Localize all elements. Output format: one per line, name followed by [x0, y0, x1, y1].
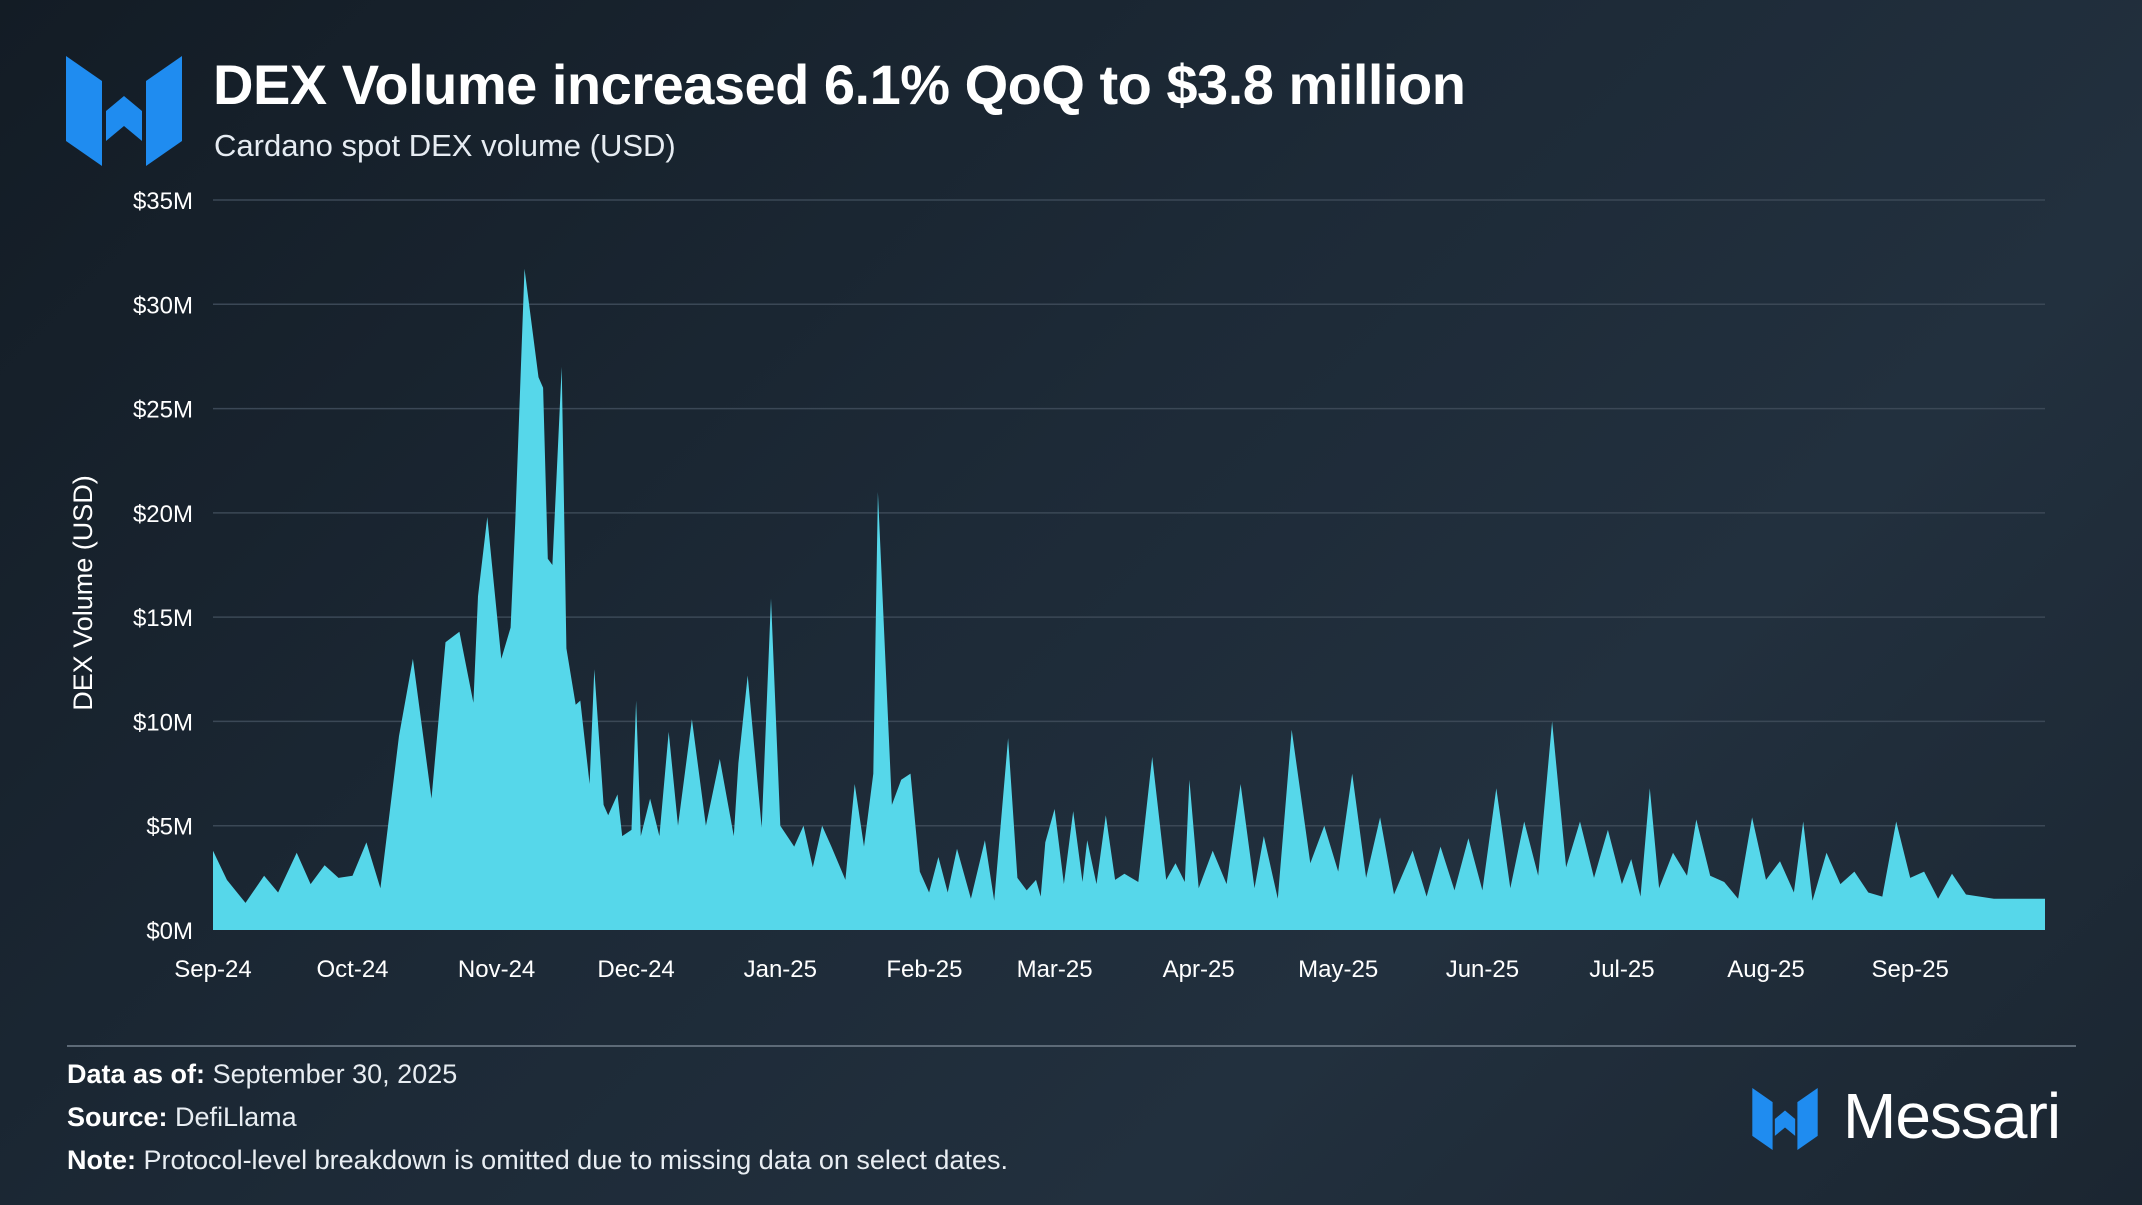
x-tick-label: Apr-25: [1163, 956, 1235, 983]
y-tick-label: $20M: [133, 501, 193, 528]
source-line: Source: DefiLlama: [67, 1102, 297, 1133]
y-tick-label: $35M: [133, 188, 193, 215]
x-tick-label: Jan-25: [744, 956, 817, 983]
chart-subtitle: Cardano spot DEX volume (USD): [214, 128, 676, 163]
y-axis-tick-labels: $0M $5M $10M $15M $20M $25M $30M $35M: [133, 188, 193, 945]
x-tick-label: Jun-25: [1446, 956, 1519, 983]
x-tick-label: Feb-25: [886, 956, 962, 983]
x-tick-label: Mar-25: [1017, 956, 1093, 983]
x-tick-label: Oct-24: [316, 956, 388, 983]
area-series-0: [213, 268, 2045, 930]
data-as-of-line: Data as of: September 30, 2025: [67, 1059, 457, 1090]
x-axis-tick-labels: Sep-24 Oct-24 Nov-24 Dec-24 Jan-25 Feb-25 Mar-…: [174, 956, 1949, 983]
footer-divider: [67, 1045, 2076, 1047]
x-tick-label: Sep-24: [174, 956, 251, 983]
y-tick-label: $15M: [133, 605, 193, 632]
chart-title: DEX Volume increased 6.1% QoQ to $3.8 mi…: [213, 53, 1466, 116]
x-tick-label: Aug-25: [1727, 956, 1804, 983]
x-tick-label: Dec-24: [597, 956, 674, 983]
messari-logo-icon: [66, 56, 182, 166]
note-value: Protocol-level breakdown is omitted due …: [143, 1145, 1008, 1175]
x-tick-label: Jul-25: [1589, 956, 1654, 983]
y-tick-label: $10M: [133, 709, 193, 736]
data-as-of-value: September 30, 2025: [212, 1059, 458, 1089]
note-line: Note: Protocol-level breakdown is omitte…: [67, 1145, 1008, 1176]
x-tick-label: Sep-25: [1872, 956, 1949, 983]
area-series-layer: [213, 268, 2045, 930]
data-as-of-label: Data as of:: [67, 1059, 206, 1089]
x-tick-label: May-25: [1298, 956, 1378, 983]
note-label: Note:: [67, 1145, 136, 1175]
x-tick-label: Nov-24: [458, 956, 535, 983]
brand-name: Messari: [1843, 1080, 2061, 1152]
y-tick-label: $0M: [146, 918, 193, 945]
dex-volume-area-chart: $0M $5M $10M $15M $20M $25M $30M $35M Sep-24 Oct…: [68, 188, 2045, 983]
y-tick-label: $25M: [133, 397, 193, 424]
source-label: Source:: [67, 1102, 168, 1132]
messari-m-logo-icon: [1752, 1088, 1818, 1150]
source-value: DefiLlama: [175, 1102, 297, 1132]
y-axis-label: DEX Volume (USD): [68, 475, 98, 711]
y-tick-label: $30M: [133, 292, 193, 319]
y-tick-label: $5M: [146, 814, 193, 841]
